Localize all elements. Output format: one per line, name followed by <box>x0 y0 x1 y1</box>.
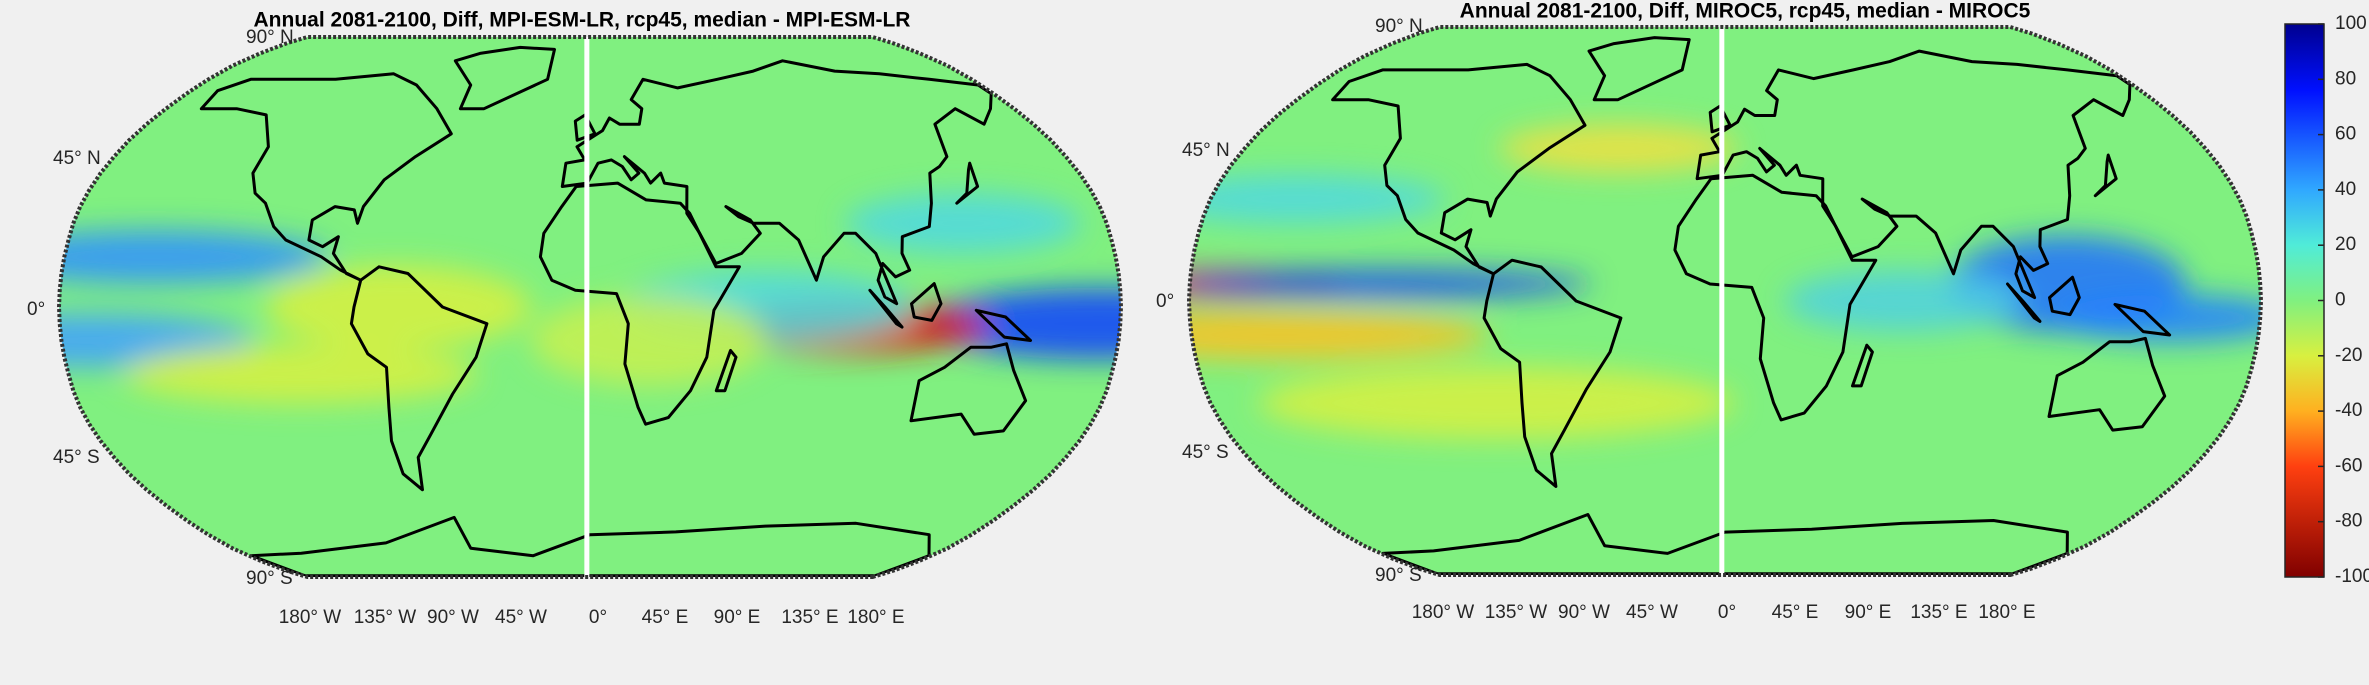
lat-label: 90° S <box>1375 565 1422 586</box>
colorbar-tick-label: 100 <box>2335 13 2367 34</box>
coastline <box>1695 49 2132 300</box>
anomaly <box>1189 174 1446 224</box>
anomalies <box>1189 123 2261 440</box>
anomaly <box>530 295 767 386</box>
coastline <box>1331 62 1587 276</box>
lon-label: 180° W <box>1412 602 1475 623</box>
anomaly <box>123 343 478 404</box>
coastline <box>1482 258 1623 488</box>
colorbar-tick-label: -60 <box>2335 455 2362 476</box>
coastline <box>909 342 1028 436</box>
colorbar-tick-label: 80 <box>2335 68 2356 89</box>
coastline <box>1851 343 1874 388</box>
lat-label: 45° N <box>53 148 101 169</box>
lon-label: 45° W <box>495 607 547 628</box>
lon-label: 90° W <box>1558 602 1610 623</box>
map-title: Annual 2081-2100, Diff, MIROC5, rcp45, m… <box>1460 0 2031 23</box>
anomaly <box>1189 268 1592 300</box>
coastline <box>2047 336 2167 432</box>
coastline <box>2048 275 2081 317</box>
coastline <box>955 161 980 205</box>
lon-label: 135° E <box>781 607 838 628</box>
lon-label: 180° E <box>1978 602 2035 623</box>
lon-label: 135° W <box>1485 602 1548 623</box>
anomaly <box>1499 123 1738 173</box>
map-frame <box>1186 25 2264 577</box>
lon-label: 90° W <box>427 607 479 628</box>
coastline <box>714 349 738 393</box>
lon-label: 45° E <box>642 607 689 628</box>
coastline <box>2006 282 2042 323</box>
lat-label: 45° N <box>1182 140 1230 161</box>
lat-label: 0° <box>1156 291 1174 312</box>
lat-label: 0° <box>27 299 45 320</box>
lat-label: 45° S <box>1182 442 1229 463</box>
colorbar: 100 80 60 40 20 0 -20 -40 -60 -80 -100 <box>2284 13 2369 587</box>
lon-label: 45° E <box>1772 602 1819 623</box>
lon-label: 135° E <box>1910 602 1967 623</box>
coastline <box>1587 36 1691 102</box>
anomaly <box>2051 293 2261 343</box>
lat-label: 90° N <box>1375 16 1423 37</box>
colorbar-tick-label: 0 <box>2335 290 2346 311</box>
colorbar-ramp <box>2284 23 2325 578</box>
lon-label: 0° <box>589 607 607 628</box>
anomaly <box>845 193 1082 254</box>
coastline <box>538 181 741 426</box>
anomaly <box>919 287 1121 360</box>
coastline <box>2093 153 2118 198</box>
lon-label: 45° W <box>1626 602 1678 623</box>
map-field <box>1189 27 2261 575</box>
anomaly <box>1784 270 2023 332</box>
coastline <box>974 308 1032 342</box>
coastline <box>453 45 556 111</box>
colorbar-tick-label: 40 <box>2335 179 2356 200</box>
map-frame <box>56 35 1124 579</box>
lat-label: 45° S <box>53 447 100 468</box>
colorbar-tick-label: 20 <box>2335 234 2356 255</box>
lon-label: 90° E <box>1845 602 1892 623</box>
coastline <box>349 265 489 492</box>
anomaly <box>265 265 531 349</box>
colorbar-tick-label: -100 <box>2335 566 2369 587</box>
map-panel: Annual 2081-2100, Diff, MIROC5, rcp45, m… <box>1156 0 2264 623</box>
lat-label: 90° S <box>246 568 293 589</box>
map-field <box>59 37 1121 577</box>
colorbar-tick-label: 60 <box>2335 124 2356 145</box>
coastline <box>2113 302 2172 337</box>
lon-label: 180° E <box>847 607 904 628</box>
coastline <box>910 282 943 322</box>
anomaly <box>1189 310 1489 360</box>
lon-label: 180° W <box>279 607 342 628</box>
colorbar-tick-label: -20 <box>2335 345 2362 366</box>
colorbar-tick-label: -40 <box>2335 400 2362 421</box>
lon-label: 135° W <box>354 607 417 628</box>
coastline <box>199 72 453 282</box>
anomaly <box>1258 366 1735 440</box>
lon-label: 0° <box>1718 602 1736 623</box>
lon-label: 90° E <box>714 607 761 628</box>
coastline <box>1673 173 1878 422</box>
map-panel: Annual 2081-2100, Diff, MPI-ESM-LR, rcp4… <box>27 9 1124 628</box>
lat-label: 90° N <box>246 27 294 48</box>
coastline <box>868 288 904 329</box>
anomalies <box>59 193 1121 404</box>
map-title: Annual 2081-2100, Diff, MPI-ESM-LR, rcp4… <box>254 9 911 32</box>
maps: Annual 2081-2100, Diff, MPI-ESM-LR, rcp4… <box>27 0 2264 628</box>
coastline <box>560 59 993 306</box>
colorbar-tick-label: -80 <box>2335 511 2362 532</box>
